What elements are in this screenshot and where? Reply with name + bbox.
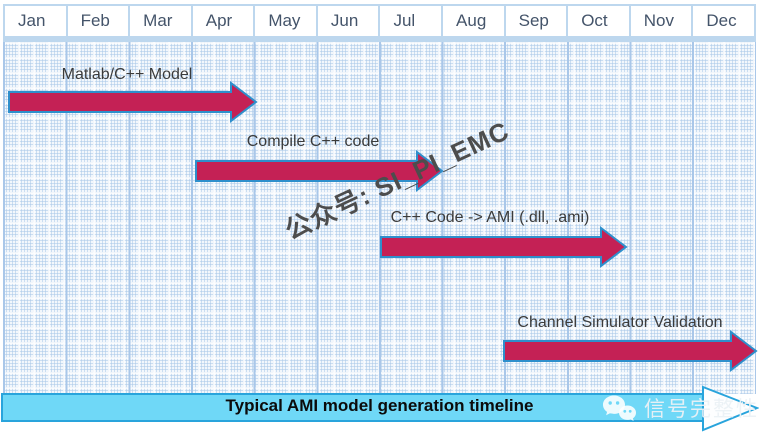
month-cell-sep: Sep [506,6,569,36]
month-cell-dec: Dec [706,11,737,30]
month-cell-jan: Jan [5,6,68,36]
task-label-channel-validation: Channel Simulator Validation [517,314,723,331]
month-header-row: Jan Feb Mar Apr May Jun Jul Aug Sep Oct … [3,4,756,38]
wechat-icon [603,395,636,421]
wechat-account-logo: 信号完整性 [601,393,759,423]
banner-arrow [1,385,759,432]
task-arrow-code-to-ami [380,225,628,269]
month-cell-oct: Oct [568,6,631,36]
month-cell-nov: Nov [631,6,694,36]
month-cell-feb: Feb [68,6,131,36]
task-arrow-matlab-model [8,80,258,124]
month-cell-may: May [255,6,318,36]
task-label-matlab-model: Matlab/C++ Model [61,66,193,83]
task-arrow-compile-code [195,149,444,193]
month-cell-mar: Mar [130,6,193,36]
banner-arrow-body [1,393,704,422]
task-label-compile-code: Compile C++ code [246,133,380,150]
month-cell-apr: Apr [193,6,256,36]
banner-title: Typical AMI model generation timeline [225,396,534,415]
wechat-account-name: 信号完整性 [644,398,759,421]
month-cell-jul: Jul [380,6,444,36]
task-label-code-to-ami: C++ Code -> AMI (.dll, .ami) [390,209,590,226]
month-cell-jun: Jun [318,6,381,36]
task-arrow-channel-validation [503,329,758,373]
month-cell-aug: Aug [443,6,506,36]
banner-arrow-head [702,385,759,432]
